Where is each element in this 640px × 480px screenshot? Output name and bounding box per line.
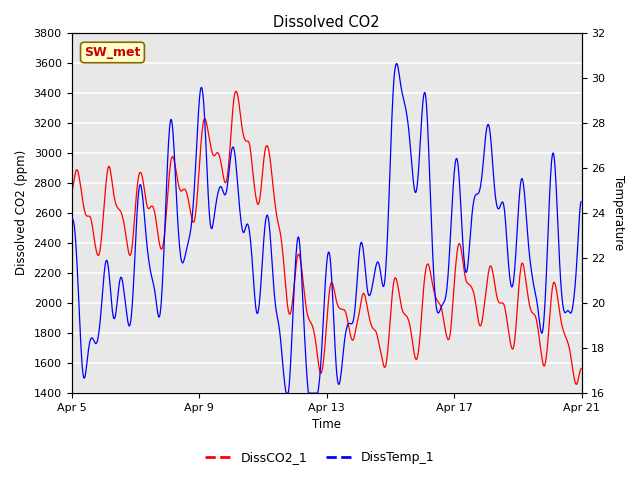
Legend: DissCO2_1, DissTemp_1: DissCO2_1, DissTemp_1 [200, 446, 440, 469]
Text: SW_met: SW_met [84, 46, 141, 59]
Y-axis label: Temperature: Temperature [612, 175, 625, 251]
Y-axis label: Dissolved CO2 (ppm): Dissolved CO2 (ppm) [15, 150, 28, 276]
Title: Dissolved CO2: Dissolved CO2 [273, 15, 380, 30]
X-axis label: Time: Time [312, 419, 341, 432]
